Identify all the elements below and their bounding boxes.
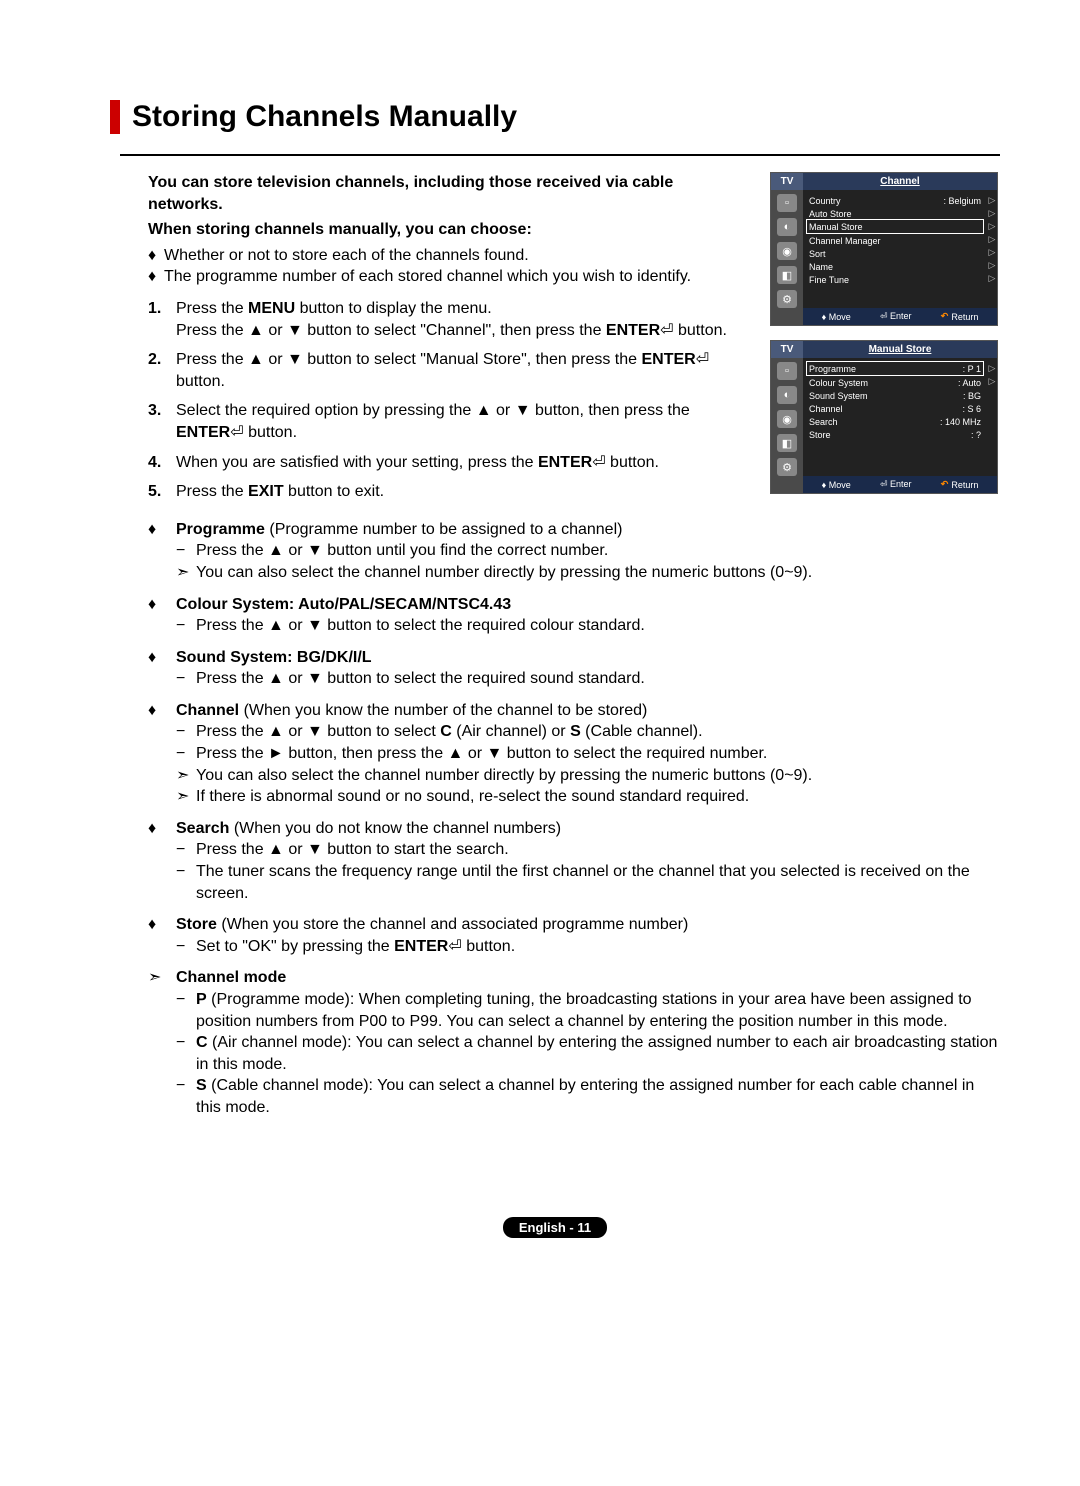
sub-mark: ➣ [176, 562, 196, 584]
osd-icon: ◐ [777, 218, 797, 236]
osd-title: Manual Store [803, 341, 997, 358]
osd-row: Country: Belgium [809, 194, 981, 207]
page-number: English - 11 [110, 1219, 1000, 1237]
sub-text: If there is abnormal sound or no sound, … [196, 786, 1000, 808]
sub-mark: − [176, 743, 196, 765]
osd-icon: ▫ [777, 362, 797, 380]
osd-tv-label: TV [771, 173, 803, 190]
osd-row: Channel Manager [809, 234, 981, 247]
osd-icon: ◉ [777, 410, 797, 428]
osd-icon: ◧ [777, 434, 797, 452]
sub-text: Press the ▲ or ▼ button to select the re… [196, 615, 1000, 637]
title-block: Storing Channels Manually [110, 100, 1000, 134]
sub-mark: − [176, 1032, 196, 1075]
osd-row: Sound System: BG [809, 389, 981, 402]
sub-text: S (Cable channel mode): You can select a… [196, 1075, 1000, 1118]
step-body: Select the required option by pressing t… [176, 400, 752, 443]
option-head: Channel (When you know the number of the… [176, 700, 1000, 722]
option-mark: ♦ [148, 594, 176, 637]
step-num: 4. [148, 452, 176, 474]
osd-manual-store-menu: TVManual Store ▫ ◐ ◉ ◧ ⚙ Programme: P 1Colour … [770, 340, 998, 494]
osd-icon: ▫ [777, 194, 797, 212]
osd-row: Search: 140 MHz [809, 415, 981, 428]
osd-icon: ◐ [777, 386, 797, 404]
intro-1: You can store television channels, inclu… [148, 172, 752, 215]
osd-row: Manual Store [806, 219, 984, 234]
step-num: 5. [148, 481, 176, 503]
sub-text: Press the ▲ or ▼ button until you find t… [196, 540, 1000, 562]
osd-sidebar: ▫ ◐ ◉ ◧ ⚙ [771, 190, 803, 308]
option-head: Channel mode [176, 967, 1000, 989]
bullet-mark: ♦ [148, 266, 164, 288]
osd-footer: ♦ Move⏎ Enter↶ Return [803, 476, 997, 493]
sub-text: C (Air channel mode): You can select a c… [196, 1032, 1000, 1075]
sub-text: P (Programme mode): When completing tuni… [196, 989, 1000, 1032]
sub-mark: − [176, 1075, 196, 1118]
option-mark: ➣ [148, 967, 176, 1118]
option-head: Search (When you do not know the channel… [176, 818, 1000, 840]
step-body: Press the ▲ or ▼ button to select "Manua… [176, 349, 752, 392]
sub-text: You can also select the channel number d… [196, 562, 1000, 584]
sub-mark: − [176, 615, 196, 637]
osd-icon: ⚙ [777, 290, 797, 308]
osd-title: Channel [803, 173, 997, 190]
osd-icon: ◉ [777, 242, 797, 260]
sub-mark: − [176, 989, 196, 1032]
sub-mark: − [176, 936, 196, 958]
main-text: You can store television channels, inclu… [110, 172, 752, 513]
sub-text: You can also select the channel number d… [196, 765, 1000, 787]
osd-row: Store: ? [809, 428, 981, 441]
option-head: Sound System: BG/DK/I/L [176, 647, 1000, 669]
sub-mark: − [176, 839, 196, 861]
step-body: Press the MENU button to display the men… [176, 298, 752, 341]
bullet-mark: ♦ [148, 245, 164, 267]
option-mark: ♦ [148, 647, 176, 690]
option-head: Colour System: Auto/PAL/SECAM/NTSC4.43 [176, 594, 1000, 616]
step-num: 2. [148, 349, 176, 392]
option-mark: ♦ [148, 818, 176, 904]
bullet-text: The programme number of each stored chan… [164, 266, 691, 288]
step-num: 1. [148, 298, 176, 341]
osd-tv-label: TV [771, 341, 803, 358]
osd-row: Name [809, 260, 981, 273]
option-mark: ♦ [148, 700, 176, 808]
osd-sidebar: ▫ ◐ ◉ ◧ ⚙ [771, 358, 803, 476]
sub-mark: ➣ [176, 786, 196, 808]
osd-icon: ⚙ [777, 458, 797, 476]
osd-row: Colour System: Auto [809, 376, 981, 389]
sub-text: The tuner scans the frequency range unti… [196, 861, 1000, 904]
osd-channel-menu: TVChannel▫◐◉◧⚙Country: BelgiumAuto Store… [770, 172, 998, 326]
option-head: Programme (Programme number to be assign… [176, 519, 1000, 541]
osd-footer: ♦ Move⏎ Enter↶ Return [803, 308, 997, 325]
osd-row: Sort [809, 247, 981, 260]
option-mark: ♦ [148, 914, 176, 957]
step-num: 3. [148, 400, 176, 443]
option-head: Store (When you store the channel and as… [176, 914, 1000, 936]
sub-text: Press the ► button, then press the ▲ or … [196, 743, 1000, 765]
intro-2: When storing channels manually, you can … [148, 219, 752, 241]
step-body: Press the EXIT button to exit. [176, 481, 752, 503]
osd-row: Fine Tune [809, 273, 981, 286]
sub-mark: − [176, 721, 196, 743]
osd-icon: ◧ [777, 266, 797, 284]
osd-row: Channel: S 6 [809, 402, 981, 415]
osd-row: Programme: P 1 [806, 361, 984, 376]
sub-mark: − [176, 861, 196, 904]
divider [120, 154, 1000, 156]
step-body: When you are satisfied with your setting… [176, 452, 752, 474]
sub-text: Press the ▲ or ▼ button to start the sea… [196, 839, 1000, 861]
bullet-text: Whether or not to store each of the chan… [164, 245, 529, 267]
page-title: Storing Channels Manually [132, 100, 517, 133]
sub-text: Press the ▲ or ▼ button to select C (Air… [196, 721, 1000, 743]
sub-text: Set to "OK" by pressing the ENTER⏎ butto… [196, 936, 1000, 958]
sub-mark: − [176, 540, 196, 562]
sub-text: Press the ▲ or ▼ button to select the re… [196, 668, 1000, 690]
option-mark: ♦ [148, 519, 176, 584]
sub-mark: − [176, 668, 196, 690]
sub-mark: ➣ [176, 765, 196, 787]
